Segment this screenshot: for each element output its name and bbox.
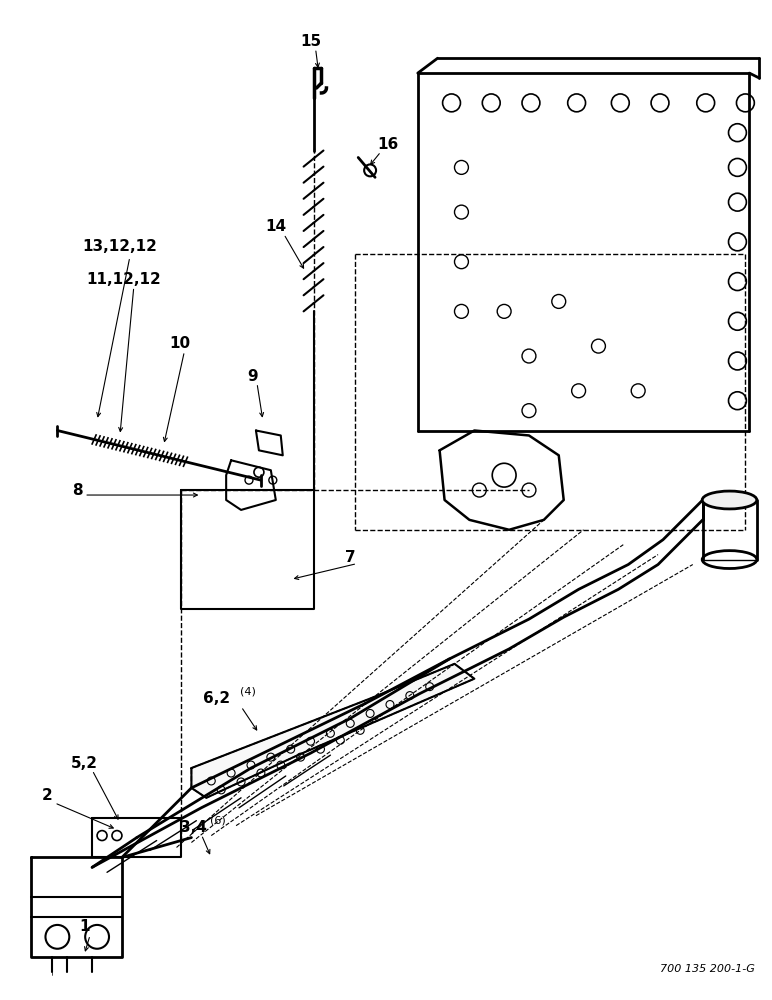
Text: 5,2: 5,2 [71,756,98,771]
Text: 11,12,12: 11,12,12 [86,272,161,287]
Text: 16: 16 [378,137,398,152]
Polygon shape [191,664,474,798]
Text: 6,2: 6,2 [203,691,230,706]
Text: 10: 10 [169,336,190,351]
Text: 700 135 200-1-G: 700 135 200-1-G [661,964,755,974]
Text: 8: 8 [72,483,83,498]
Ellipse shape [703,491,757,509]
Text: 14: 14 [266,219,286,234]
Text: 13,12,12: 13,12,12 [83,239,157,254]
Text: (4): (4) [240,687,256,697]
Text: 3,4: 3,4 [180,820,207,835]
Text: 15: 15 [300,34,321,49]
Text: (6): (6) [210,816,226,826]
Text: 7: 7 [345,550,356,565]
Text: 1: 1 [79,919,90,934]
Text: 9: 9 [248,369,259,384]
Text: 2: 2 [42,788,52,803]
